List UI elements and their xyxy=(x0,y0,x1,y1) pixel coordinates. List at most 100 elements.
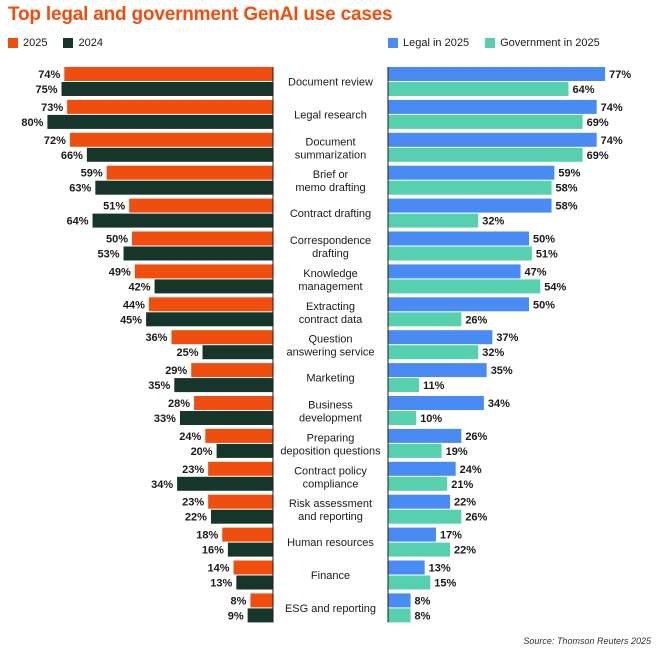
bar-left-2025 xyxy=(233,560,273,575)
legend-swatch-legal xyxy=(388,38,398,48)
data-label-right: 74% xyxy=(601,135,623,147)
data-label-left: 35% xyxy=(148,380,170,392)
data-label-left: 72% xyxy=(44,135,66,147)
category-label: Correspondence xyxy=(290,235,371,247)
category-label: Document xyxy=(305,136,355,148)
category-label: deposition questions xyxy=(280,445,381,457)
data-label-right: 59% xyxy=(558,168,580,180)
category-label: management xyxy=(298,281,362,293)
category-label: drafting xyxy=(312,248,349,260)
data-label-left: 28% xyxy=(168,398,190,410)
data-label-left: 14% xyxy=(207,563,229,575)
data-label-right: 34% xyxy=(488,398,510,410)
data-label-right: 24% xyxy=(460,464,482,476)
data-label-left: 50% xyxy=(106,234,128,246)
data-label-left: 49% xyxy=(109,266,131,278)
category-label: Question xyxy=(308,334,352,346)
data-label-right: 50% xyxy=(533,234,555,246)
legend-right: Legal in 2025 Government in 2025 xyxy=(388,37,610,49)
legend-swatch-2024 xyxy=(63,38,74,48)
bar-left-2024 xyxy=(146,312,273,327)
data-label-left: 64% xyxy=(66,216,88,228)
bar-left-2024 xyxy=(95,180,273,195)
bar-right-legal xyxy=(388,231,529,246)
bar-left-2024 xyxy=(61,82,273,96)
data-label-right: 21% xyxy=(451,479,473,491)
data-label-left: 18% xyxy=(196,530,218,542)
category-label: development xyxy=(299,413,362,425)
category-label: Preparing xyxy=(307,432,355,444)
legend-item-2024: 2024 xyxy=(63,37,103,49)
category-label: Risk assessment xyxy=(289,498,372,510)
bar-right-government xyxy=(388,509,462,524)
data-label-left: 36% xyxy=(145,332,167,344)
data-label-left: 42% xyxy=(129,281,151,293)
data-label-left: 51% xyxy=(103,201,125,213)
bar-left-2025 xyxy=(69,132,274,147)
bar-left-2025 xyxy=(191,363,273,378)
legend-label-2024: 2024 xyxy=(78,37,103,49)
category-label: compliance xyxy=(303,478,359,490)
bar-left-2025 xyxy=(208,494,273,509)
legend-swatch-government xyxy=(485,38,496,48)
data-label-left: 25% xyxy=(176,347,198,359)
bar-right-legal xyxy=(388,461,456,476)
bar-left-2025 xyxy=(134,264,273,279)
data-label-right: 74% xyxy=(601,102,623,114)
bar-left-2024 xyxy=(202,345,273,360)
legend-label-2025: 2025 xyxy=(23,37,48,49)
bar-right-government xyxy=(388,82,569,96)
data-label-left: 75% xyxy=(35,84,57,96)
bar-left-2024 xyxy=(216,443,273,458)
bar-left-2024 xyxy=(92,213,274,228)
bar-right-legal xyxy=(388,396,484,410)
bar-right-government xyxy=(388,542,451,557)
bar-right-government xyxy=(388,345,479,360)
bar-right-government xyxy=(388,213,479,228)
bar-left-2024 xyxy=(86,147,273,162)
bar-right-legal xyxy=(388,428,462,443)
bar-right-government xyxy=(388,180,552,195)
bar-right-legal xyxy=(388,99,597,114)
category-label: ESG and reporting xyxy=(285,603,376,615)
data-label-left: 44% xyxy=(123,299,145,311)
data-label-left: 59% xyxy=(81,168,103,180)
bar-right-government xyxy=(388,279,541,294)
data-label-right: 11% xyxy=(423,380,445,392)
bar-right-legal xyxy=(388,560,425,575)
category-label: Contract drafting xyxy=(290,208,371,220)
data-label-right: 26% xyxy=(465,431,487,443)
bar-right-government xyxy=(388,411,417,425)
data-label-right: 8% xyxy=(415,595,431,607)
data-label-left: 66% xyxy=(61,150,83,162)
data-label-right: 19% xyxy=(446,446,468,458)
data-label-left: 9% xyxy=(228,610,244,622)
data-label-right: 13% xyxy=(429,563,451,575)
data-label-right: 15% xyxy=(434,578,456,590)
bar-right-government xyxy=(388,575,431,590)
bar-left-2025 xyxy=(194,396,273,410)
legend-item-government: Government in 2025 xyxy=(485,37,600,49)
data-label-right: 58% xyxy=(556,201,578,213)
legend-swatch-2025 xyxy=(8,38,18,48)
data-label-right: 26% xyxy=(465,512,487,524)
category-label: contract data xyxy=(299,314,363,326)
bar-right-government xyxy=(388,147,583,162)
data-label-left: 23% xyxy=(182,497,204,509)
bar-left-2025 xyxy=(250,593,273,608)
bar-right-legal xyxy=(388,330,493,345)
bar-left-2024 xyxy=(154,279,273,294)
bar-left-2025 xyxy=(148,297,273,312)
category-label: Business xyxy=(308,400,353,412)
source-note: Source: Thomson Reuters 2025 xyxy=(523,636,651,646)
bar-left-2025 xyxy=(106,165,274,180)
data-label-right: 37% xyxy=(496,332,518,344)
bar-left-2025 xyxy=(208,461,273,476)
data-label-right: 77% xyxy=(609,69,631,81)
data-label-right: 8% xyxy=(415,610,431,622)
bar-left-2024 xyxy=(247,608,273,623)
category-label: Contract policy xyxy=(294,465,367,477)
legend-label-government: Government in 2025 xyxy=(500,37,600,49)
bar-right-legal xyxy=(388,264,521,279)
